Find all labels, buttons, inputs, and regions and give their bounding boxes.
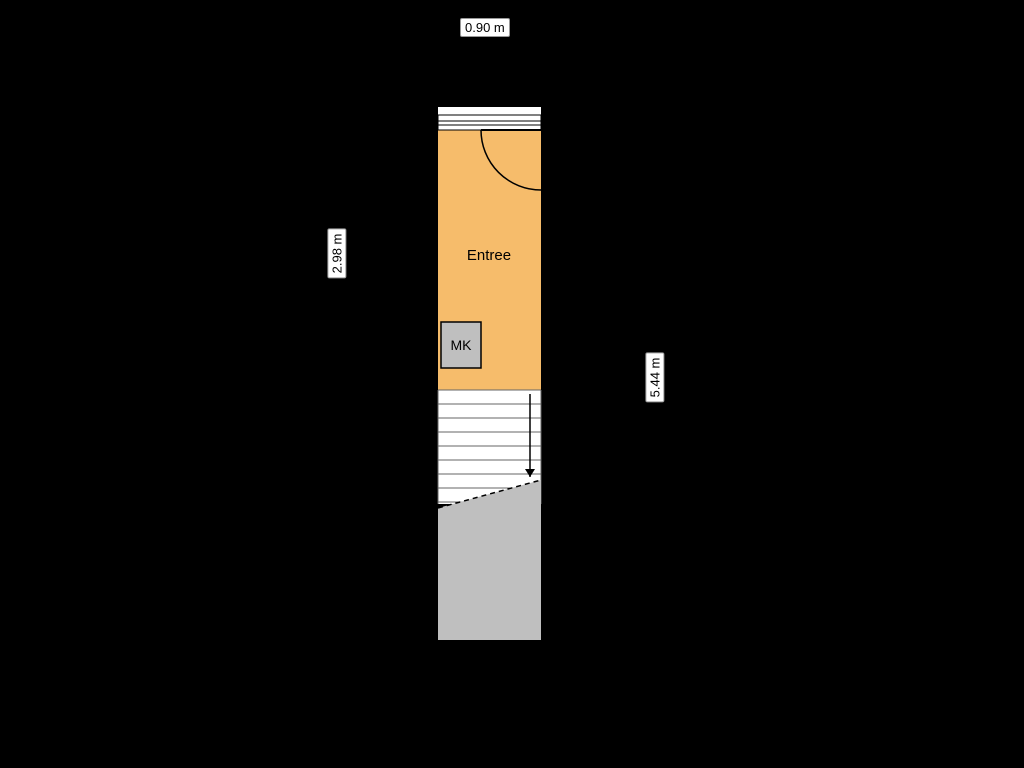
dim-top-label: 0.90 m [460, 18, 510, 37]
floor-plan: Entree MK [0, 0, 1024, 768]
under-stairs [438, 480, 541, 640]
room-label: Entree [467, 247, 511, 264]
mk-label: MK [451, 337, 473, 353]
dim-left-label: 2.98 m [327, 229, 346, 279]
dim-right-label: 5.44 m [645, 353, 664, 403]
